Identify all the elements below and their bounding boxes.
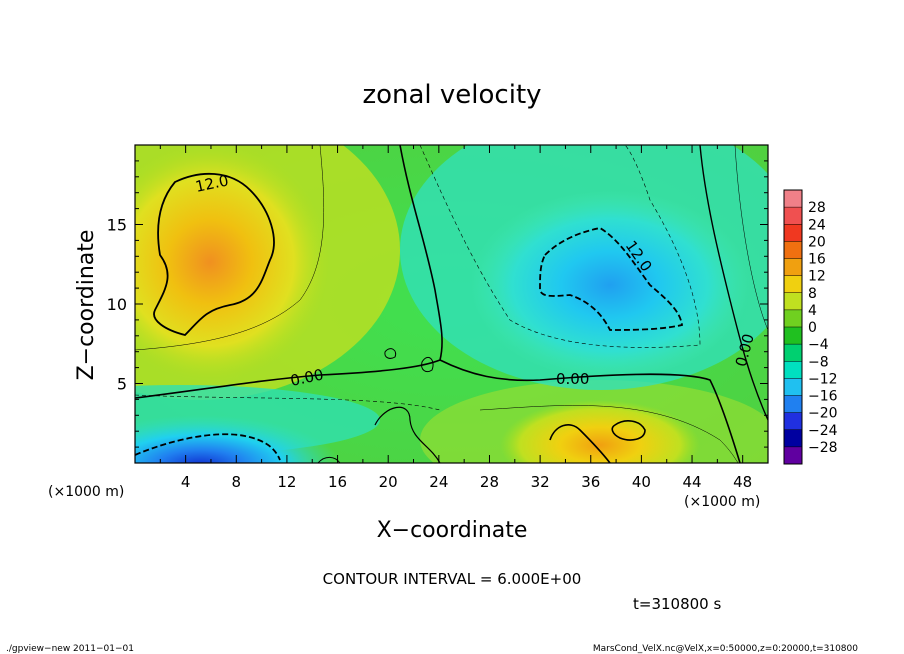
colorbar-swatch [784, 344, 802, 362]
plot-area [135, 145, 768, 463]
y-axis-label: Z−coordinate [74, 230, 99, 381]
x-axis-unit-left: (×1000 m) [48, 484, 124, 500]
x-tick-label: 20 [379, 473, 398, 491]
contour-zero-main [135, 145, 443, 399]
y-axis-ticks: 5 10 15 [107, 160, 768, 448]
chart-title: zonal velocity [362, 80, 541, 110]
colorbar-swatch [784, 292, 802, 311]
colorbar-label: −24 [808, 423, 838, 439]
field-region-positive-lower-right [500, 400, 700, 463]
contour-dashed-left [135, 394, 441, 411]
colorbar-swatch [784, 190, 802, 208]
contour-12-positive-lr-a [549, 424, 611, 463]
y-tick-label: 10 [107, 295, 127, 314]
x-tick-label: 44 [682, 473, 701, 491]
contour-interval-text: CONTOUR INTERVAL = 6.000E+00 [323, 570, 582, 588]
contour-zero-small-2 [421, 357, 434, 373]
contour-zero-small-3 [317, 456, 341, 463]
colorbar-label: 20 [808, 234, 826, 250]
colorbar-label: 0 [808, 320, 817, 336]
time-text: t=310800 s [633, 595, 721, 613]
x-tick-label: 48 [733, 473, 752, 491]
colorbar-label: 12 [808, 269, 826, 285]
x-tick-label: 40 [632, 473, 651, 491]
x-axis-unit-right: (×1000 m) [684, 494, 760, 510]
colorbar-label: −4 [808, 337, 829, 353]
x-tick-label: 8 [232, 473, 242, 491]
y-tick-label: 15 [107, 216, 127, 235]
field-region-negative-upper-right [470, 190, 750, 380]
x-tick-label: 16 [328, 473, 347, 491]
colorbar-label: −16 [808, 389, 838, 405]
colorbar-swatch [784, 378, 802, 396]
field-region-negative-lower-left [135, 405, 340, 463]
contour-zero-blob-bottom [374, 406, 441, 463]
contour-zero-small-1 [384, 348, 397, 359]
colorbar-label: 4 [808, 303, 817, 319]
colorbar-swatch [784, 275, 802, 294]
colorbar-label: −28 [808, 440, 838, 456]
footer-right: MarsCond_VelX.nc@VelX,x=0:50000,z=0:2000… [593, 644, 858, 654]
footer-left: ./gpview−new 2011−01−01 [6, 644, 134, 654]
contour-label: 0.00 [556, 370, 589, 388]
colorbar-swatch [784, 224, 802, 242]
colorbar-swatch [784, 241, 802, 259]
y-tick-label: 5 [117, 375, 127, 394]
colorbar-swatch [784, 446, 802, 465]
colorbar-label: 8 [808, 286, 817, 302]
colorbar-label: −8 [808, 354, 829, 370]
colorbar-label: 16 [808, 252, 826, 268]
x-tick-label: 28 [480, 473, 499, 491]
contour-dashed-right-outer [419, 145, 701, 348]
x-axis-label: X−coordinate [377, 518, 528, 543]
colorbar-swatch [784, 258, 802, 277]
x-axis-ticks: 4 8 12 16 20 24 28 32 36 40 44 48 [159, 145, 752, 491]
contour-zero-lower [439, 359, 741, 463]
contour-zero-right [699, 145, 768, 421]
colorbar-label: 24 [808, 217, 826, 233]
contour-thin-left [135, 145, 325, 351]
colorbar-label: 28 [808, 200, 826, 216]
contour-12-negative-ll [135, 433, 281, 461]
contour-12-negative-ur [539, 227, 684, 331]
field-region-positive-upper-left [135, 145, 330, 382]
colorbar-swatch [784, 309, 802, 328]
colorbar-swatch [784, 327, 802, 345]
contour-12-positive-ul [153, 172, 275, 336]
colorbar-swatch [784, 395, 802, 414]
x-tick-label: 4 [181, 473, 191, 491]
colorbar-swatch [784, 429, 802, 448]
x-tick-label: 32 [531, 473, 550, 491]
x-tick-label: 36 [581, 473, 600, 491]
x-tick-label: 24 [429, 473, 448, 491]
colorbar-label: −20 [808, 406, 838, 422]
colorbar-swatch [784, 361, 802, 379]
colorbar-label: −12 [808, 371, 838, 387]
x-tick-label: 12 [277, 473, 296, 491]
colorbar-swatch [784, 412, 802, 431]
contour-thin-right [734, 145, 768, 331]
contour-thin-bottom [479, 405, 739, 463]
contour-12-positive-lr-b [611, 420, 646, 441]
colorbar-swatch [784, 207, 802, 225]
